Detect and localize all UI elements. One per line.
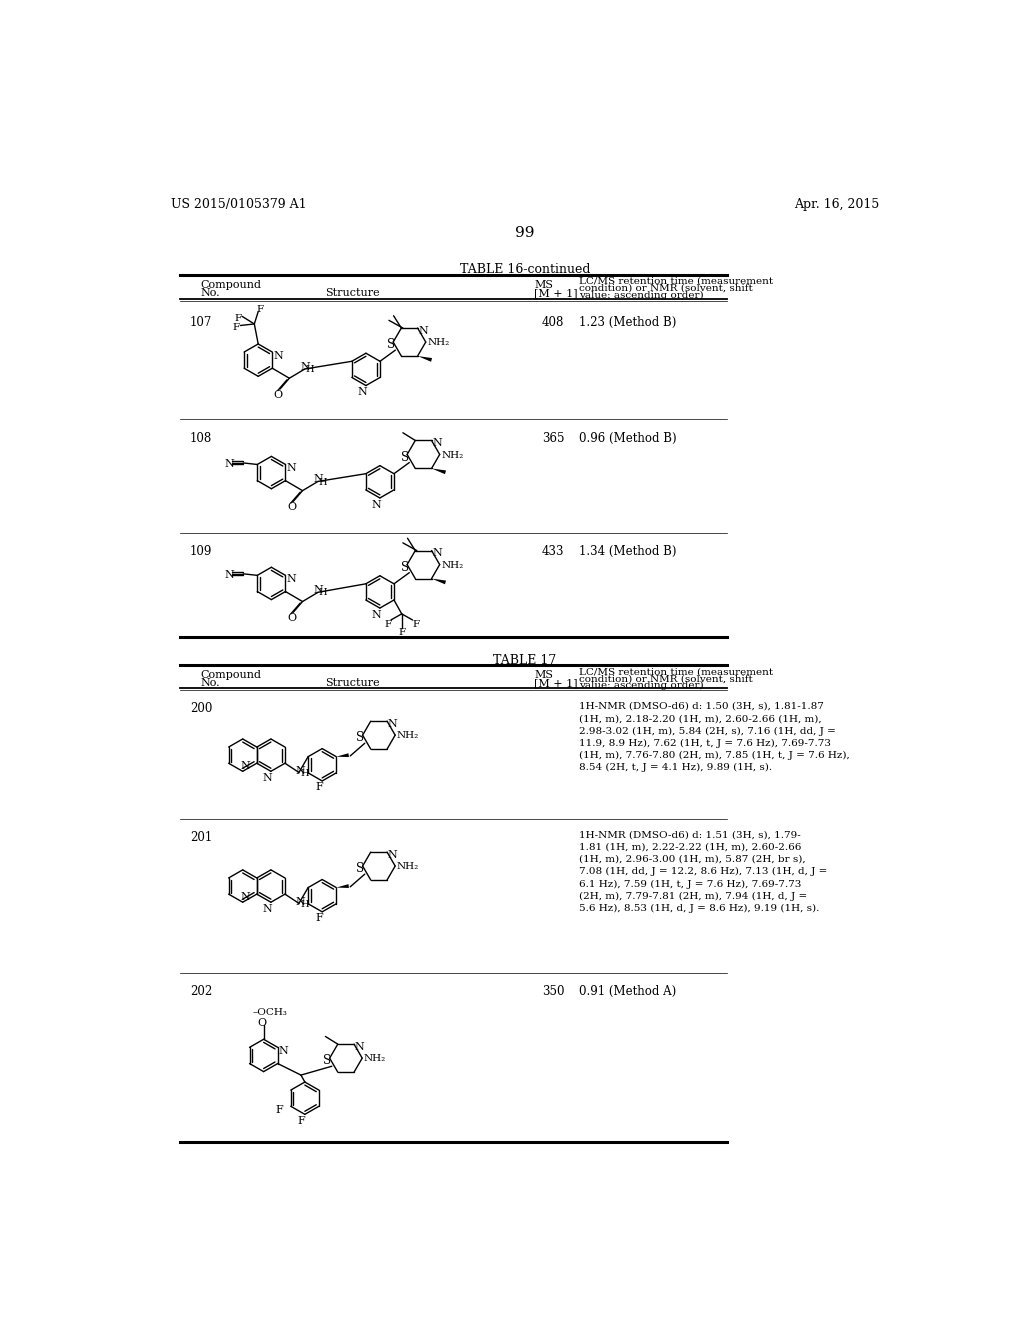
Text: S: S xyxy=(401,450,409,463)
Text: LC/MS retention time (measurement: LC/MS retention time (measurement xyxy=(579,668,773,676)
Text: N: N xyxy=(263,904,272,913)
Text: [M + 1]: [M + 1] xyxy=(535,678,578,688)
Text: N: N xyxy=(273,351,283,360)
Text: 1.34 (Method B): 1.34 (Method B) xyxy=(579,545,677,558)
Text: Compound: Compound xyxy=(200,280,261,290)
Text: US 2015/0105379 A1: US 2015/0105379 A1 xyxy=(171,198,306,211)
Polygon shape xyxy=(418,356,432,362)
Text: F: F xyxy=(234,314,242,323)
Text: 107: 107 xyxy=(190,317,212,329)
Text: O: O xyxy=(287,502,296,512)
Text: 408: 408 xyxy=(542,317,564,329)
Text: N: N xyxy=(372,610,382,619)
Text: N: N xyxy=(287,574,296,583)
Text: N: N xyxy=(432,438,442,449)
Text: N: N xyxy=(263,774,272,783)
Text: NH₂: NH₂ xyxy=(441,561,464,570)
Text: N: N xyxy=(224,570,234,579)
Text: 350: 350 xyxy=(542,985,564,998)
Text: 108: 108 xyxy=(190,432,212,445)
Text: H: H xyxy=(305,366,314,374)
Text: NH₂: NH₂ xyxy=(396,862,419,871)
Text: value: ascending order): value: ascending order) xyxy=(579,681,703,690)
Text: N: N xyxy=(224,459,234,469)
Text: N: N xyxy=(355,1041,365,1052)
Text: –OCH₃: –OCH₃ xyxy=(253,1008,288,1018)
Text: 365: 365 xyxy=(542,432,564,445)
Text: N: N xyxy=(287,463,296,473)
Polygon shape xyxy=(336,884,349,888)
Text: value: ascending order): value: ascending order) xyxy=(579,290,703,300)
Text: S: S xyxy=(356,862,365,875)
Text: N: N xyxy=(241,760,251,771)
Text: TABLE 16-continued: TABLE 16-continued xyxy=(460,263,590,276)
Text: S: S xyxy=(401,561,409,574)
Text: N: N xyxy=(300,362,310,372)
Text: S: S xyxy=(387,338,395,351)
Text: 1.23 (Method B): 1.23 (Method B) xyxy=(579,317,677,329)
Text: N: N xyxy=(279,1045,288,1056)
Text: condition) or NMR (solvent, shift: condition) or NMR (solvent, shift xyxy=(579,675,753,684)
Text: 201: 201 xyxy=(190,830,212,843)
Text: S: S xyxy=(324,1055,332,1068)
Text: LC/MS retention time (measurement: LC/MS retention time (measurement xyxy=(579,277,773,286)
Text: N: N xyxy=(295,767,305,776)
Text: condition) or NMR (solvent, shift: condition) or NMR (solvent, shift xyxy=(579,284,753,293)
Text: N: N xyxy=(388,719,397,729)
Text: N: N xyxy=(388,850,397,859)
Text: 0.91 (Method A): 0.91 (Method A) xyxy=(579,985,676,998)
Text: H: H xyxy=(300,770,309,779)
Text: 109: 109 xyxy=(190,545,212,558)
Text: NH₂: NH₂ xyxy=(441,450,464,459)
Polygon shape xyxy=(431,469,446,474)
Text: F: F xyxy=(298,1115,305,1126)
Text: MS: MS xyxy=(535,280,553,290)
Text: F: F xyxy=(385,620,392,630)
Text: Structure: Structure xyxy=(326,678,380,688)
Text: [M + 1]: [M + 1] xyxy=(535,288,578,298)
Text: 1H-NMR (DMSO-d6) d: 1.51 (3H, s), 1.79-
1.81 (1H, m), 2.22-2.22 (1H, m), 2.60-2.: 1H-NMR (DMSO-d6) d: 1.51 (3H, s), 1.79- … xyxy=(579,830,827,913)
Text: F: F xyxy=(413,620,420,630)
Text: N: N xyxy=(241,892,251,902)
Text: 433: 433 xyxy=(542,545,564,558)
Text: No.: No. xyxy=(200,288,220,298)
Text: NH₂: NH₂ xyxy=(364,1055,386,1064)
Text: F: F xyxy=(232,323,240,333)
Text: H: H xyxy=(300,900,309,909)
Text: N: N xyxy=(358,387,368,397)
Text: 1H-NMR (DMSO-d6) d: 1.50 (3H, s), 1.81-1.87
(1H, m), 2.18-2.20 (1H, m), 2.60-2.6: 1H-NMR (DMSO-d6) d: 1.50 (3H, s), 1.81-1… xyxy=(579,702,850,772)
Text: 202: 202 xyxy=(190,985,212,998)
Text: F: F xyxy=(257,305,264,314)
Text: N: N xyxy=(295,898,305,907)
Text: O: O xyxy=(273,389,283,400)
Text: F: F xyxy=(315,913,323,924)
Text: NH₂: NH₂ xyxy=(396,731,419,741)
Polygon shape xyxy=(431,578,446,585)
Text: F: F xyxy=(398,628,406,638)
Text: O: O xyxy=(257,1018,266,1028)
Text: N: N xyxy=(372,499,382,510)
Text: TABLE 17: TABLE 17 xyxy=(494,653,556,667)
Text: H: H xyxy=(318,589,328,598)
Text: No.: No. xyxy=(200,678,220,688)
Text: MS: MS xyxy=(535,671,553,680)
Text: 200: 200 xyxy=(190,702,212,715)
Text: F: F xyxy=(315,783,323,792)
Text: N: N xyxy=(432,548,442,558)
Text: NH₂: NH₂ xyxy=(427,338,450,347)
Text: N: N xyxy=(313,585,324,595)
Text: F: F xyxy=(275,1105,283,1114)
Text: Structure: Structure xyxy=(326,288,380,298)
Text: 99: 99 xyxy=(515,226,535,240)
Text: O: O xyxy=(287,612,296,623)
Text: N: N xyxy=(419,326,428,335)
Text: H: H xyxy=(318,478,328,487)
Text: Apr. 16, 2015: Apr. 16, 2015 xyxy=(794,198,879,211)
Polygon shape xyxy=(336,754,349,758)
Text: Compound: Compound xyxy=(200,671,261,680)
Text: S: S xyxy=(356,731,365,744)
Text: N: N xyxy=(313,474,324,484)
Text: 0.96 (Method B): 0.96 (Method B) xyxy=(579,432,677,445)
